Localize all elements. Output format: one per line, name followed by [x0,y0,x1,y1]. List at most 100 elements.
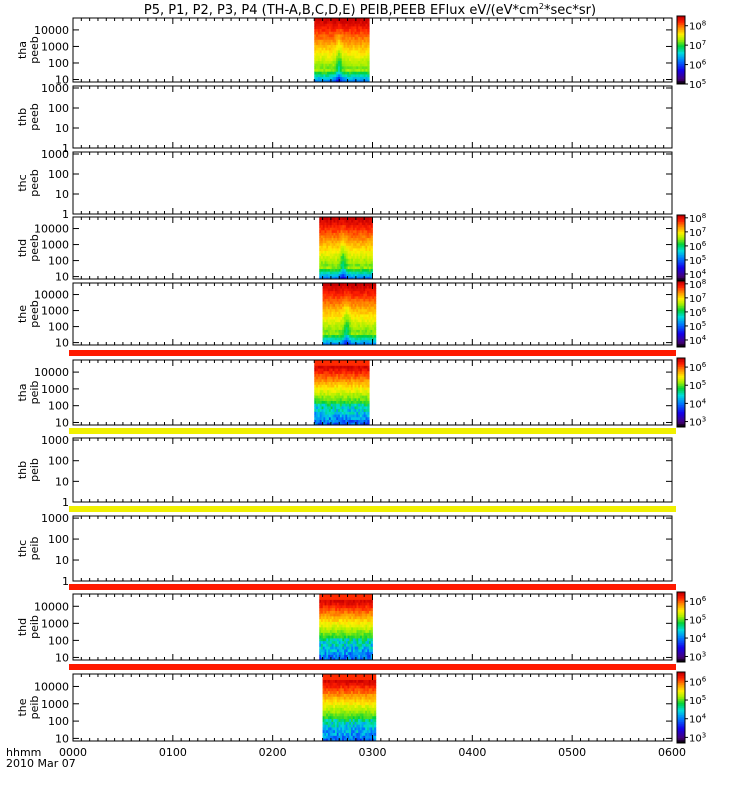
spectrogram-cell [372,332,375,336]
spectrogram-cell [365,235,368,239]
spectrogram-cell [367,258,370,262]
spectrogram-cell [351,640,354,644]
spectrogram-cell [336,79,339,83]
spectrogram-cell [345,638,349,642]
spectrogram-cell [360,271,363,275]
spectrogram-cell [316,381,319,385]
spectrogram-cell [368,240,372,244]
spectrogram-cell [314,36,317,40]
spectrogram-cell [361,66,365,70]
spectrogram-cell [319,381,322,385]
spectrogram-cell [358,613,361,617]
spectrogram-cell [349,248,352,251]
spectrogram-cell [344,273,347,277]
spectrogram-cell [345,68,348,72]
colorbar-cell [677,233,685,236]
spectrogram-cell [341,66,344,70]
spectrogram-cell [340,227,343,231]
spectrogram-cell [351,618,354,622]
spectrogram-cell [352,414,355,418]
spectrogram-cell [331,224,334,228]
y-tick-label: 1000 [41,305,69,318]
spectrogram-cell [341,384,344,388]
spectrogram-cell [345,28,348,32]
y-tick-label: 10 [55,74,69,87]
spectrogram-cell [329,301,332,305]
spectrogram-cell [336,332,339,336]
spectrogram-cell [350,408,354,412]
spectrogram-cell [336,58,339,62]
spectrogram-cell [366,324,370,328]
spectrogram-cell [314,368,317,372]
spectrogram-cell [358,60,361,64]
spectrogram-cell [354,235,357,239]
spectrogram-cell [324,271,327,275]
spectrogram-cell [340,248,343,251]
spectrogram-cell [345,276,349,280]
spectrogram-cell [344,635,347,639]
spectrogram-cell [338,408,341,412]
spectrogram-cell [334,66,337,70]
colorbar-tick-label: 106 [689,306,707,319]
spectrogram-cell [358,373,361,377]
spectrogram-cell [325,66,328,70]
spectrogram-cell [321,253,324,257]
spectrogram-cell [317,384,321,388]
spectrogram-cell [317,373,321,377]
colorbar-tick-label: 106 [689,361,707,374]
spectrogram-cell [342,301,345,305]
spectrogram-cell [328,599,331,603]
spectrogram-cell [317,397,321,402]
spectrogram-cell [317,71,321,75]
spectrogram-cell [358,237,361,241]
spectrogram-cell [345,378,348,383]
spectrogram-cell [350,395,354,399]
spectrogram-cell [328,39,332,43]
colorbar-cell [677,41,685,44]
spectrogram-cell [335,627,338,631]
spectrogram-cell [361,301,364,305]
spectrogram-cell [349,640,352,644]
spectrogram-cell [352,250,356,254]
spectrogram-cell [358,20,361,24]
spectrogram-cell [366,285,370,289]
spectrogram-cell [321,627,324,631]
spectrogram-cell [365,237,368,241]
spectrogram-cell [322,596,325,600]
spectrogram-cell [321,224,324,228]
spectrogram-cell [367,237,370,241]
spectrogram-cell [325,403,328,407]
spectrogram-cell [317,406,321,410]
spectrogram-cell [342,607,345,611]
spectrogram-cell [361,229,365,233]
colorbar-cell [677,323,685,326]
spectrogram-cell [354,293,357,297]
spectrogram-cell [365,381,368,385]
spectrogram-cell [345,632,349,636]
colorbar-tick-label: 105 [689,379,706,392]
spectrogram-cell [328,422,332,426]
spectrogram-cell [361,422,365,426]
spectrogram-cell [367,34,370,38]
spectrogram-cell [336,298,339,302]
spectrogram-cell [338,39,341,43]
spectrogram-cell [358,39,361,43]
spectrogram-cell [351,217,354,220]
spectrogram-cell [324,258,327,262]
spectrogram-cell [356,74,359,78]
spectrogram-cell [338,50,341,54]
spectrogram-cell [321,651,324,655]
spectrogram-cell [325,36,328,40]
spectrogram-cell [352,288,355,292]
spectrogram-cell [321,31,324,35]
spectrogram-cell [352,293,355,297]
spectrogram-cell [331,301,334,305]
spectrogram-cell [361,52,365,56]
spectrogram-cell [360,649,363,653]
spectrogram-cell [372,295,375,299]
spectrogram-cell [338,607,341,611]
spectrogram-cell [352,339,355,343]
y-tick-label: 1000 [41,40,69,53]
spectrogram-cell [335,316,338,320]
